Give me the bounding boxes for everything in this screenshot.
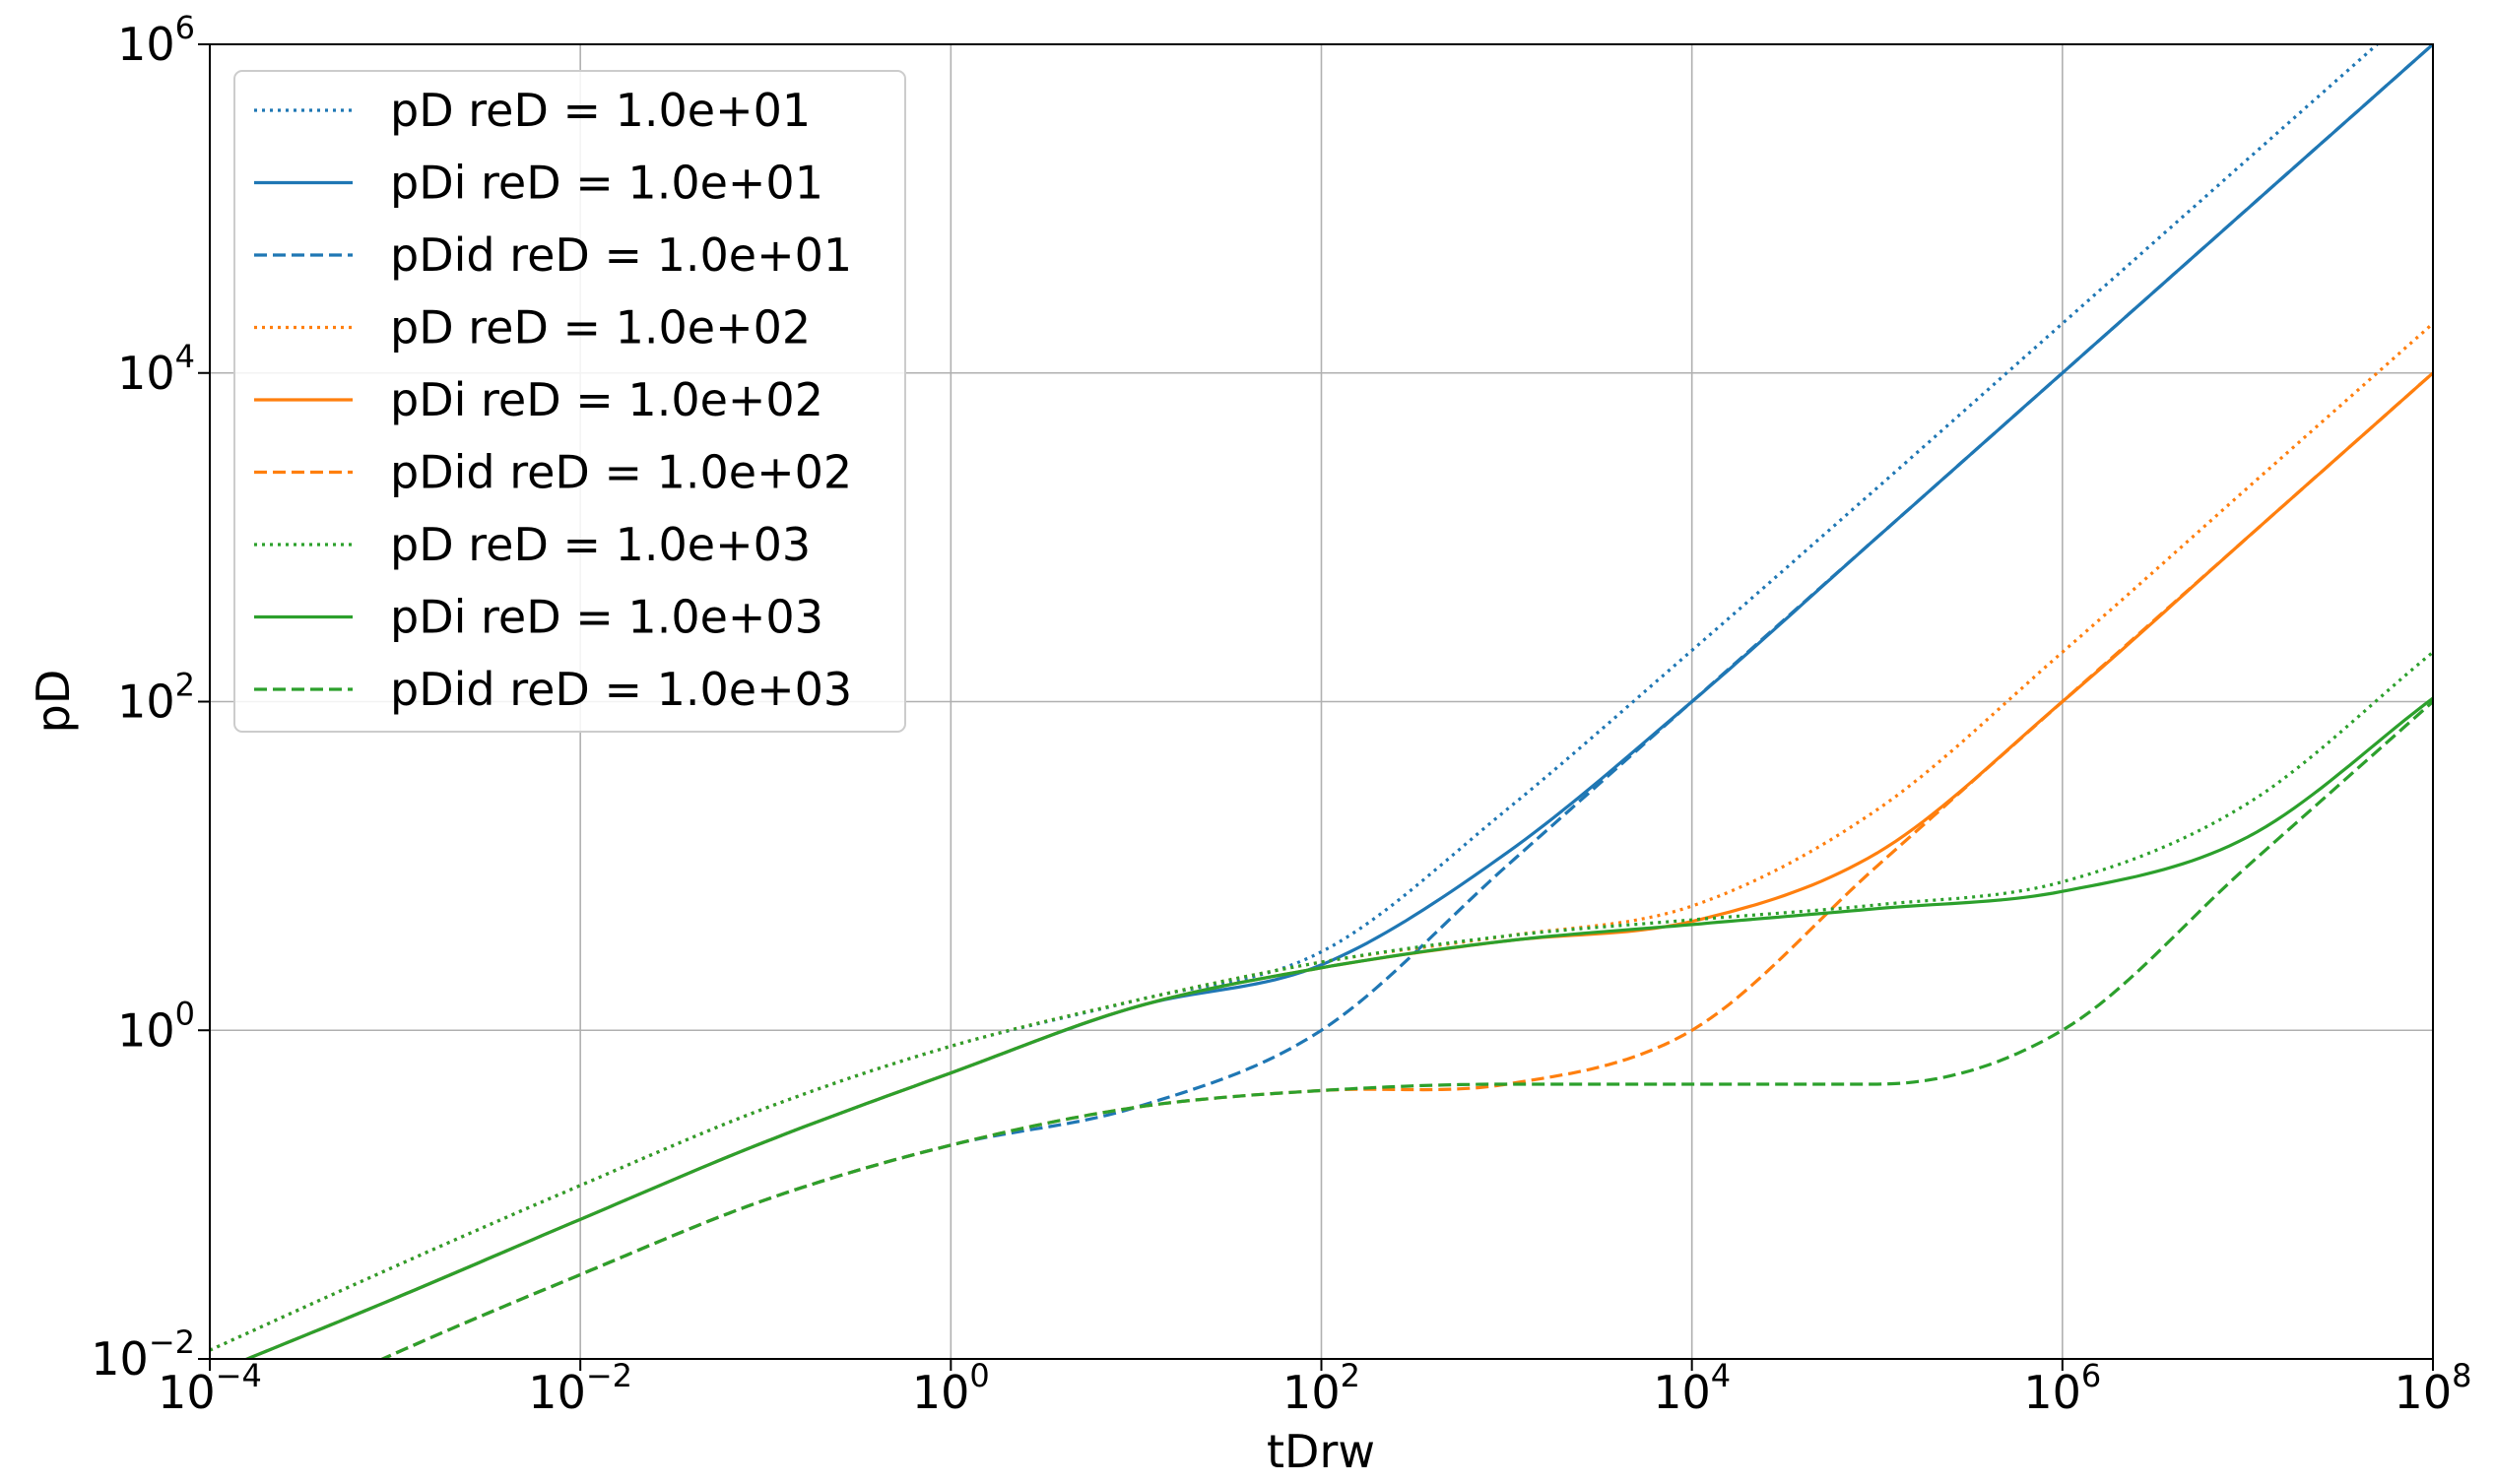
legend-label: pDid reD = 1.0e+01 xyxy=(390,228,852,282)
legend-label: pDi reD = 1.0e+03 xyxy=(390,591,823,644)
x-tick-exponent: 6 xyxy=(2081,1357,2101,1394)
y-tick-label: 10−2 xyxy=(91,1323,195,1386)
legend-entries: pD reD = 1.0e+01 pDi reD = 1.0e+01 pDid re… xyxy=(254,84,852,716)
x-tick-exponent: −4 xyxy=(216,1357,262,1394)
y-tick-label: 102 xyxy=(117,667,195,729)
x-tick-exponent: 2 xyxy=(1341,1357,1360,1394)
x-tick-exponent: 8 xyxy=(2452,1357,2471,1394)
y-tick-exponent: −2 xyxy=(149,1323,195,1361)
y-tick-base: 10 xyxy=(117,1003,175,1057)
plot-area xyxy=(210,44,2433,1359)
y-tick-base: 10 xyxy=(117,18,175,71)
series-line-2 xyxy=(378,44,2433,1359)
series-line-3 xyxy=(210,322,2433,1352)
series-lines xyxy=(210,44,2433,1359)
x-tick-label: 106 xyxy=(2023,1357,2101,1419)
y-tick-label: 100 xyxy=(117,995,195,1057)
y-tick-label: 106 xyxy=(117,9,195,71)
series-line-5 xyxy=(378,371,2433,1359)
y-tick-base: 10 xyxy=(117,347,175,400)
legend-box xyxy=(233,70,906,733)
y-tick-label: 104 xyxy=(117,338,195,400)
series-line-0 xyxy=(210,44,2380,1352)
legend: pD reD = 1.0e+01 pDi reD = 1.0e+01 pDid re… xyxy=(233,70,906,733)
x-tick-label: 108 xyxy=(2395,1357,2472,1419)
legend-label: pDid reD = 1.0e+03 xyxy=(390,663,852,716)
x-tick-label: 104 xyxy=(1653,1357,1731,1419)
x-tick-exponent: 4 xyxy=(1711,1357,1731,1394)
x-axis-label: tDrw xyxy=(1267,1425,1375,1478)
x-tick-exponent: 0 xyxy=(969,1357,989,1394)
y-axis-label: pD xyxy=(27,670,80,734)
legend-label: pDi reD = 1.0e+02 xyxy=(390,373,823,426)
legend-label: pD reD = 1.0e+01 xyxy=(390,84,811,137)
y-tick-exponent: 2 xyxy=(175,667,195,704)
y-tick-base: 10 xyxy=(91,1332,149,1386)
legend-label: pDi reD = 1.0e+01 xyxy=(390,157,823,210)
series-line-7 xyxy=(242,696,2433,1359)
y-tick-exponent: 6 xyxy=(175,9,195,46)
legend-label: pDid reD = 1.0e+02 xyxy=(390,446,852,499)
x-tick-exponent: −2 xyxy=(586,1357,632,1394)
y-tick-exponent: 4 xyxy=(175,338,195,375)
legend-label: pD reD = 1.0e+03 xyxy=(390,518,811,571)
legend-label: pD reD = 1.0e+02 xyxy=(390,301,811,355)
x-tick-label: 10−2 xyxy=(528,1357,632,1419)
y-tick-exponent: 0 xyxy=(175,995,195,1032)
y-tick-base: 10 xyxy=(117,676,175,729)
